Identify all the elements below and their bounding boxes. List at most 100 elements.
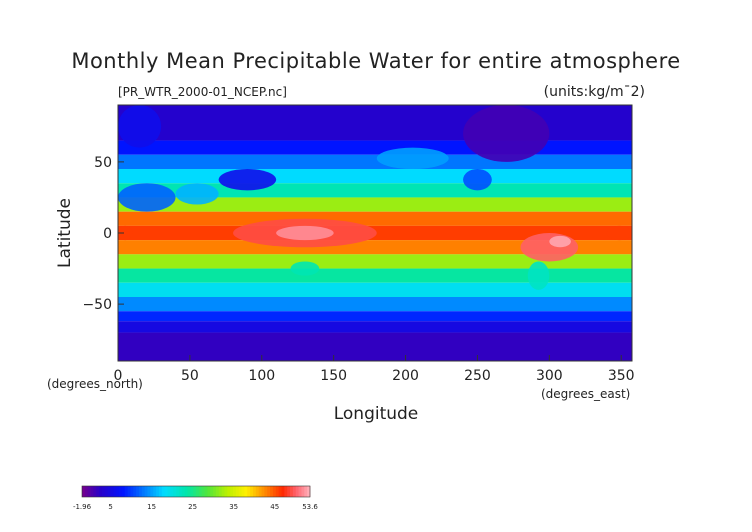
colorbar-swatch: [150, 486, 154, 497]
regional-anomaly: [606, 225, 632, 241]
heatmap-area: [118, 105, 632, 361]
colorbar: -1.96 5 15 25 35 45 53.6: [73, 485, 318, 511]
colorbar-swatch: [187, 486, 191, 497]
latitude-band: [118, 282, 632, 297]
colorbar-swatch: [258, 486, 262, 497]
regional-anomaly: [118, 225, 133, 241]
colorbar-swatch: [113, 486, 117, 497]
colorbar-swatch: [295, 486, 299, 497]
colorbar-swatch: [210, 486, 214, 497]
colorbar-swatch: [253, 486, 257, 497]
colorbar-swatch: [193, 486, 197, 497]
colorbar-swatch: [178, 486, 183, 497]
x-tick-label: 350: [608, 368, 635, 384]
colorbar-swatch: [161, 486, 166, 497]
latitude-band: [118, 154, 632, 169]
colorbar-swatch: [201, 486, 205, 497]
colorbar-swatch: [99, 486, 103, 497]
regional-anomaly: [463, 169, 492, 191]
colorbar-swatch: [307, 486, 311, 497]
colorbar-swatch: [124, 486, 128, 497]
x-tick-label: 50: [181, 368, 199, 384]
colorbar-swatch: [275, 486, 280, 497]
colorbar-swatch: [204, 486, 208, 497]
latitude-band: [118, 211, 632, 226]
latitude-band: [118, 268, 632, 283]
colorbar-swatch: [181, 486, 185, 497]
colorbar-swatch: [84, 486, 89, 497]
colorbar-swatch: [93, 486, 97, 497]
file-label: [PR_WTR_2000-01_NCEP.nc]: [118, 85, 287, 99]
regional-anomaly: [527, 261, 550, 290]
y-axis-label: Latitude: [55, 198, 75, 268]
y-axis: −50 0 50: [82, 155, 124, 313]
x-tick-label: 200: [392, 368, 419, 384]
colorbar-swatch: [304, 486, 308, 497]
latitude-band: [118, 105, 632, 141]
colorbar-swatch: [281, 486, 285, 497]
colorbar-swatch: [167, 486, 171, 497]
colorbar-swatch: [119, 486, 123, 497]
colorbar-swatch: [224, 486, 228, 497]
regional-anomaly: [118, 183, 176, 212]
latitude-band: [118, 254, 632, 269]
colorbar-swatch: [196, 486, 200, 497]
x-tick-label: 150: [320, 368, 347, 384]
units-label: (units:kg/m¯2): [544, 84, 645, 100]
colorbar-tick-label: 45: [270, 503, 279, 511]
regional-anomaly: [175, 183, 219, 205]
colorbar-swatch: [292, 486, 297, 497]
regional-anomaly: [218, 169, 277, 191]
latitude-band: [118, 332, 632, 361]
regional-anomaly: [376, 147, 449, 169]
x-axis-label: Longitude: [334, 404, 419, 424]
colorbar-swatch: [110, 486, 114, 497]
colorbar-swatch: [173, 486, 177, 497]
latitude-band: [118, 297, 632, 312]
x-axis: 0 50 100 150 200 250 300 350: [114, 355, 635, 384]
colorbar-swatch: [176, 486, 180, 497]
colorbar-tick-label: 5: [108, 503, 112, 511]
colorbar-swatch: [87, 486, 91, 497]
colorbar-swatch: [250, 486, 254, 497]
colorbar-swatch: [230, 486, 234, 497]
colorbar-swatch: [170, 486, 174, 497]
colorbar-swatch: [184, 486, 188, 497]
regional-anomaly: [463, 105, 550, 162]
colorbar-swatch: [267, 486, 271, 497]
x-tick-label: 300: [536, 368, 563, 384]
latitude-band: [118, 140, 632, 155]
colorbar-swatch: [141, 486, 146, 497]
colorbar-swatch: [107, 486, 111, 497]
colorbar-swatch: [218, 486, 223, 497]
colorbar-swatch: [238, 486, 242, 497]
colorbar-swatch: [227, 486, 231, 497]
colorbar-swatch: [101, 486, 106, 497]
x-tick-label: 100: [248, 368, 275, 384]
x-tick-label: 0: [114, 368, 123, 384]
colorbar-swatch: [290, 486, 294, 497]
colorbar-swatch: [127, 486, 131, 497]
colorbar-swatch: [298, 486, 302, 497]
colorbar-swatch: [284, 486, 288, 497]
colorbar-swatch: [278, 486, 282, 497]
colorbar-swatch: [121, 486, 126, 497]
colorbar-swatch: [247, 486, 251, 497]
colorbar-swatch: [158, 486, 163, 497]
latitude-band: [118, 240, 632, 255]
colorbar-tick-label: 53.6: [302, 503, 318, 511]
colorbar-swatch: [255, 486, 260, 497]
colorbar-tick-label: 35: [229, 503, 238, 511]
latitude-band: [118, 321, 632, 333]
colorbar-swatch: [207, 486, 211, 497]
colorbar-swatch: [221, 486, 225, 497]
colorbar-tick-label: 15: [147, 503, 156, 511]
colorbar-swatch: [264, 486, 268, 497]
regional-anomaly: [549, 235, 571, 248]
colorbar-swatch: [90, 486, 94, 497]
colorbar-swatch: [133, 486, 137, 497]
y-tick-label: −50: [82, 297, 112, 313]
colorbar-swatch: [96, 486, 100, 497]
colorbar-swatch: [198, 486, 203, 497]
regional-anomaly: [276, 225, 334, 241]
